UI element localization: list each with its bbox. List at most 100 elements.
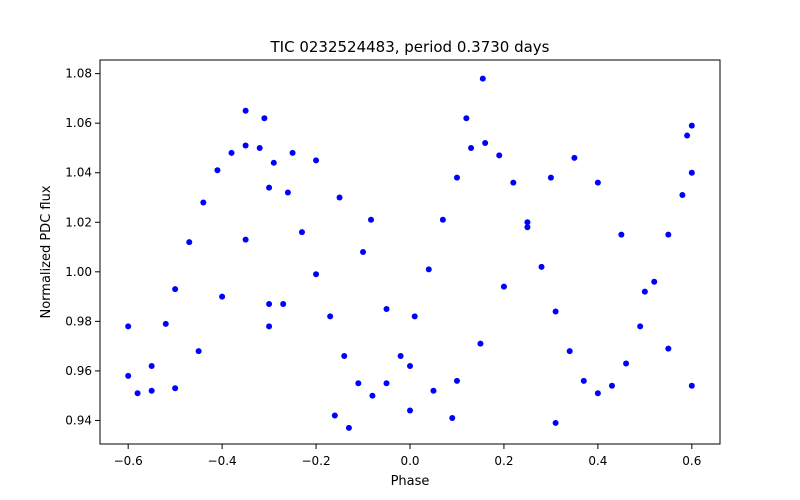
x-tick-label: 0.4 [588,454,607,468]
data-point [172,385,179,392]
data-point [425,266,432,273]
data-point [651,278,658,285]
data-point [665,231,672,238]
data-point [411,313,418,320]
data-point [148,362,155,369]
data-point [289,149,296,156]
data-point [477,340,484,347]
scatter-points [125,75,695,431]
data-point [242,236,249,243]
data-point [449,414,456,421]
data-point [463,115,470,122]
data-point [261,115,268,122]
data-point [369,392,376,399]
y-tick-label: 0.96 [65,364,92,378]
data-point [368,216,375,223]
data-point [439,216,446,223]
data-point [134,390,141,397]
data-point [679,192,686,199]
x-tick-label: −0.4 [208,454,237,468]
data-point [407,362,413,369]
data-point [195,348,202,355]
data-point [270,159,277,166]
y-tick-label: 1.06 [65,116,92,130]
data-point [383,305,390,312]
data-point [453,377,460,384]
y-axis-label: Normalized PDC flux [39,185,54,318]
data-point [552,419,559,426]
data-point [453,174,460,181]
data-point [266,184,273,191]
x-tick-label: −0.2 [301,454,330,468]
data-point [637,323,644,330]
data-point [618,231,625,238]
data-point [331,412,338,419]
data-point [256,144,263,151]
x-tick-label: 0.0 [400,454,419,468]
data-point [397,353,404,360]
x-tick-label: 0.2 [494,454,513,468]
data-point [594,390,601,397]
data-point [219,293,226,300]
data-point [125,372,132,379]
data-point [688,382,695,389]
data-point [266,301,273,308]
data-point [383,380,390,387]
y-axis-ticks: 0.94 0.96 0.98 1.00 1.02 1.04 1.06 1.08 [65,67,100,427]
data-point [162,320,169,327]
y-tick-label: 0.94 [65,413,92,427]
data-point [538,263,545,270]
data-point [345,424,352,431]
data-point [336,194,343,201]
data-point [242,107,249,114]
data-point [482,139,489,146]
data-point [479,75,486,82]
data-point [566,348,573,355]
data-point [228,149,235,156]
data-point [284,189,291,196]
data-point [242,142,249,149]
chart-title: TIC 0232524483, period 0.3730 days [269,38,549,56]
data-point [524,224,531,231]
data-point [623,360,630,367]
y-tick-label: 1.04 [65,166,92,180]
data-point [298,229,305,236]
data-point [125,323,132,330]
data-point [608,382,615,389]
data-point [280,301,287,308]
y-tick-label: 1.00 [65,265,92,279]
x-axis-ticks: −0.6 −0.4 −0.2 0.0 0.2 0.4 0.6 [114,444,701,468]
data-point [571,154,578,161]
plot-area-frame [99,59,721,445]
data-point [407,407,413,414]
data-point [547,174,554,181]
data-point [500,283,507,290]
data-point [688,169,695,176]
data-point [580,377,587,384]
data-point [510,179,517,186]
x-axis-label: Phase [391,474,430,489]
data-point [688,122,695,129]
data-point [360,249,367,255]
data-point [684,132,691,139]
data-point [148,387,155,394]
y-tick-label: 0.98 [65,314,92,328]
data-point [552,308,559,315]
y-tick-label: 1.08 [65,67,92,81]
data-point [524,219,531,226]
data-point [200,199,207,206]
data-point [594,179,601,186]
data-point [665,345,672,352]
data-point [266,323,273,330]
data-point [468,144,475,151]
data-point [172,286,179,293]
data-point [313,271,320,278]
x-tick-label: 0.6 [682,454,701,468]
data-point [430,387,437,394]
data-point [186,239,193,246]
y-tick-label: 1.02 [65,215,92,229]
x-tick-label: −0.6 [114,454,143,468]
data-point [355,380,362,387]
data-point [496,152,503,159]
